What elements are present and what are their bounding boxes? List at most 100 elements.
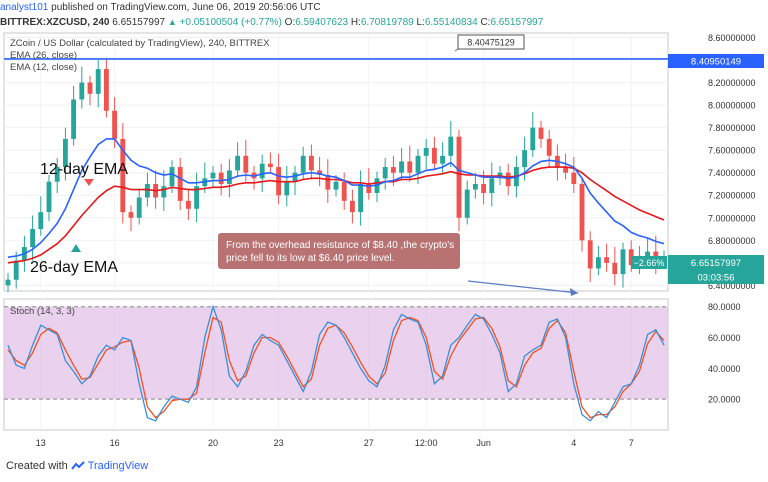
svg-text:6.65157997: 6.65157997 [691,258,741,269]
publish-info: published on TradingView.com, June 06, 2… [51,2,321,13]
candle-body [333,181,339,190]
crosshair-value-box: 8.40475129 [457,34,525,50]
x-tick-label: 7 [629,438,634,448]
x-tick-label: 27 [364,438,374,448]
candle-body [218,172,224,184]
y-tick-label: 7.60000000 [708,146,756,156]
candle-body [284,181,290,196]
y-tick-label: 7.00000000 [708,213,756,223]
trend-arrow-head-icon [570,288,578,296]
y-tick-label: 7.40000000 [708,168,756,178]
svg-text:8.40475129: 8.40475129 [467,38,515,48]
open-value: 6.59407623 [295,17,349,28]
candle-body [481,183,487,193]
svg-text:03:03:56: 03:03:56 [698,273,735,284]
candle-body [612,262,618,275]
svg-text:8.40950149: 8.40950149 [691,57,741,68]
candle-body [579,183,585,241]
candle-body [448,136,454,156]
candle-body [366,183,372,193]
x-tick-label: 23 [274,438,284,448]
candle-body [267,163,273,168]
note-callout[interactable]: From the overhead resistance of $8.40 ,t… [218,233,460,269]
candle-body [595,257,601,269]
candle-body [317,170,323,175]
candle-body [415,155,421,173]
candle-body [645,251,651,258]
candle-body [423,147,429,156]
annotation-12-day-ema: 12-day EMA [40,161,128,178]
candle-body [300,155,306,173]
pct-change-tag: −2.66% [631,256,667,269]
candle-body [136,197,142,218]
candle-body [325,174,331,190]
ema26-line [7,166,665,264]
ema12-legend: EMA (12, close) [10,62,77,73]
x-tick-label: 12:00 [415,438,438,448]
candle-body [440,155,446,164]
candle-body [30,229,36,248]
candle-body [292,172,298,182]
candle-body [431,147,437,164]
candle-body [226,170,232,184]
candle-body [571,172,577,184]
trend-arrow-line[interactable] [467,280,579,294]
candle-body [522,150,528,168]
candle-body [399,161,405,173]
candle-body [161,186,167,198]
candle-body [390,167,396,173]
ema26-legend: EMA (26, close) [10,50,77,61]
candle-body [538,127,544,139]
x-tick-label: 4 [571,438,576,448]
stoch-band [4,306,668,400]
candle-body [505,172,511,187]
candle-body [235,155,241,171]
y-tick-label: 6.40000000 [708,281,756,291]
created-with-label: Created with [6,460,68,472]
candle-body [46,181,52,213]
candle-body [382,167,388,179]
open-label: O: [284,17,296,28]
close-label: C: [480,17,491,28]
candle-body [407,161,413,173]
y-tick-label: 6.80000000 [708,236,756,246]
x-tick-label: Jun [476,438,491,448]
candle-body [563,167,569,173]
annotation-26-arrow-icon [71,244,81,252]
candle-body [604,257,610,263]
stoch-tick-label: 20.0000 [708,395,741,405]
candle-body [112,110,118,139]
candle-body [546,138,552,156]
candle-body [120,138,126,213]
change-arrow-icon: ▲ [167,17,177,27]
candle-body [620,249,626,275]
annotation-12-arrow-icon [84,179,94,186]
high-value: 6.70819789 [360,17,414,28]
candle-body [243,155,249,173]
publish-header: analyst101 published on TradingView.com,… [0,0,768,15]
svg-text:From the overhead resistance o: From the overhead resistance of $8.40 ,t… [226,240,454,251]
candle-body [128,212,134,218]
stoch-tick-label: 40.0000 [708,364,741,374]
candle-body [185,200,191,209]
low-value: 6.55140834 [424,17,478,28]
tradingview-brand-link[interactable]: TradingView [87,460,149,472]
stoch-tick-label: 60.0000 [708,333,741,343]
high-label: H: [350,17,361,28]
y-tick-label: 8.00000000 [708,101,756,111]
resistance-price-tag: 8.40950149 [668,54,764,68]
candle-body [456,136,462,218]
candle-body [13,260,19,280]
candle-body [194,186,200,209]
candle-body [210,172,216,179]
candle-body [177,167,183,201]
candle-body [71,99,77,139]
stoch-tick-label: 80.0000 [708,302,741,312]
author-link[interactable]: analyst101 [0,2,49,13]
candle-body [95,69,101,94]
ohlc-line: BITTREX:XZCUSD, 240 6.65157997 ▲ +0.0510… [0,15,768,30]
candle-body [103,69,109,111]
candle-body [587,240,593,269]
y-tick-label: 8.60000000 [708,33,756,43]
